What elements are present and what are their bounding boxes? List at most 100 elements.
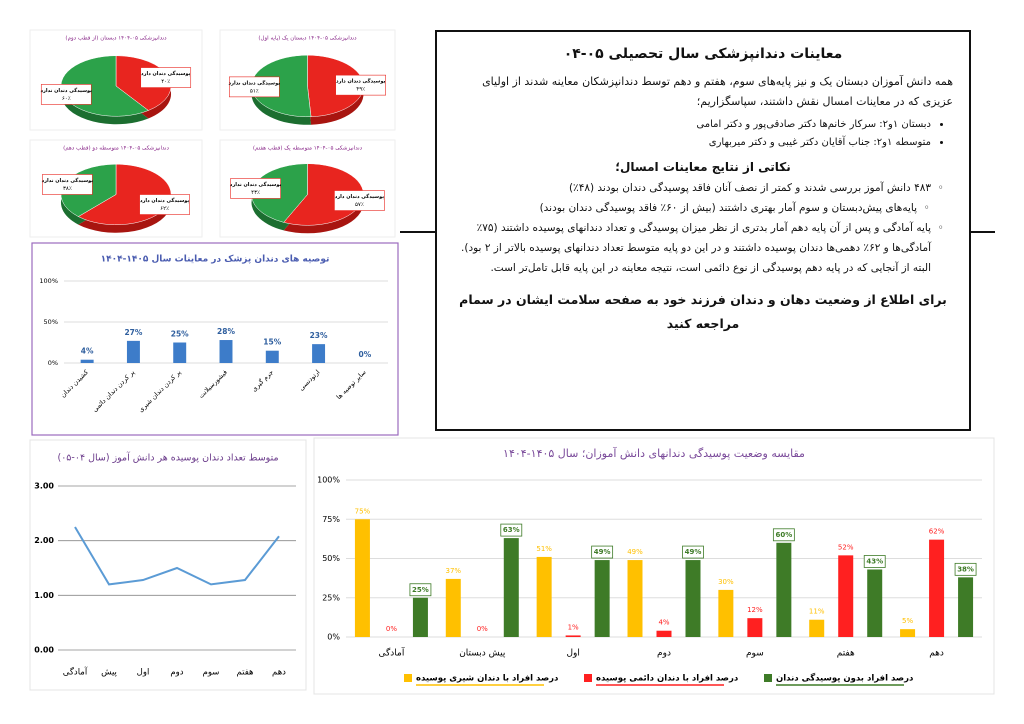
value-label: 5% (902, 617, 913, 625)
bar (80, 359, 94, 363)
x-tick-label: پیش دبستان (459, 649, 506, 659)
bar (747, 618, 763, 637)
value-label: 52% (838, 543, 854, 551)
pie-value-label: ۶۰٪ (62, 96, 71, 102)
pie-label: پوسیدگی دندان دارد (336, 78, 385, 85)
bar (445, 578, 461, 637)
pie-label: پوسیدگی دندان دارد (140, 197, 189, 204)
thanks-item: دبستان ۱و۲: سرکار خانم‌ها دکتر صادقی‌پور… (453, 116, 931, 134)
x-tick-label: اول (137, 668, 150, 678)
bar (412, 597, 428, 637)
value-label: 15% (263, 338, 281, 347)
value-label: 0% (386, 625, 397, 633)
bar (958, 577, 974, 637)
points-list: ۴۸۳ دانش آموز بررسی شدند و کمتر از نصف آ… (453, 178, 953, 278)
bar (627, 560, 643, 637)
bar (776, 542, 792, 637)
y-tick-label: 3.00 (34, 482, 54, 491)
value-label: 51% (536, 545, 552, 553)
pie-label-box (335, 74, 386, 96)
value-label: 49% (685, 548, 702, 556)
pie-label: پوسیدگی دندان ندارد (40, 87, 92, 94)
pie-label-box (334, 190, 385, 211)
bar (809, 619, 825, 637)
legend-swatch (404, 674, 412, 682)
bar (594, 560, 610, 637)
y-tick-label: 0% (327, 633, 340, 642)
pie-title: دندانپزشکی ۰۵-۱۴۰۴ دبستان یک (پایه اول) (258, 35, 357, 42)
x-tick-label: دهم (272, 668, 286, 678)
y-tick-label: 2.00 (34, 536, 54, 545)
point: پایه‌های پیش‌دبستان و سوم آمار بهتری داش… (453, 198, 917, 218)
chart-frame (31, 242, 399, 436)
y-tick-label: 0% (48, 359, 58, 367)
x-tick-label: سوم (203, 668, 220, 678)
bar (536, 556, 552, 637)
pie-label-box (140, 67, 192, 88)
bar (354, 519, 370, 637)
value-label: 30% (718, 578, 734, 586)
pie-label: پوسیدگی دندان دارد (335, 193, 384, 200)
y-tick-label: 0.00 (34, 646, 54, 655)
doc-title: معاینات دندانپزشکی سال تحصیلی ۰۵-۰۴ (563, 46, 843, 62)
bar (685, 560, 701, 637)
bar (265, 350, 279, 363)
y-tick-label: 100% (317, 476, 340, 485)
thanks-list: دبستان ۱و۲: سرکار خانم‌ها دکتر صادقی‌پور… (453, 116, 953, 152)
point: ۴۸۳ دانش آموز بررسی شدند و کمتر از نصف آ… (453, 178, 931, 198)
value-label: 25% (171, 330, 189, 339)
text-panel: معاینات دندانپزشکی سال تحصیلی ۰۵-۰۴ همه … (435, 30, 971, 431)
value-label: 28% (217, 327, 235, 336)
y-tick-label: 1.00 (34, 591, 54, 600)
value-label: 63% (503, 526, 520, 534)
value-label-box (682, 545, 704, 559)
value-label: 62% (929, 528, 945, 536)
value-label: 27% (124, 328, 142, 337)
x-tick-label: دوم (657, 649, 671, 659)
pie-title: دندانپزشکی ۰۵-۱۴۰۴ متوسطه دو (قطب دهم) (63, 145, 169, 152)
chart-frame (313, 437, 995, 695)
value-label-box (954, 562, 977, 576)
pie-value-label: ۴۰٪ (161, 79, 170, 85)
bar (929, 539, 945, 637)
pie-label-box (139, 194, 190, 215)
value-label: 11% (809, 608, 825, 616)
bar (126, 340, 140, 363)
legend-label: درصد افراد با دندان شیری پوسیده (416, 674, 559, 684)
pie-label: پوسیدگی دندان دارد (141, 70, 190, 77)
x-tick-label: هفتم (837, 649, 855, 659)
thanks-item: متوسطه ۱و۲: جناب آقایان دکتر غیبی و دکتر… (453, 134, 931, 152)
value-label-box (500, 523, 523, 537)
x-tick-label: دوم (170, 668, 183, 678)
value-label-box (863, 555, 886, 568)
value-label-box (591, 545, 614, 559)
legend-swatch (584, 674, 592, 682)
chart-frame (29, 439, 307, 691)
doc-intro: همه دانش آموزان دبستان یک و نیز پایه‌های… (482, 75, 953, 108)
pie-label-box (42, 174, 93, 195)
chart-title: متوسط تعداد دندان پوسیده هر دانش آموز (س… (57, 451, 278, 464)
value-label: 38% (957, 565, 974, 573)
bar (867, 569, 883, 637)
bar (219, 340, 233, 363)
legend-label: درصد افراد بدون پوسیدگی دندان (776, 673, 914, 684)
legend-label: درصد افراد با دندان دائمی پوسیده (596, 674, 739, 684)
x-tick-label: آمادگی (378, 647, 404, 659)
pie-value-label: ۴۳٪ (251, 190, 260, 196)
value-label: 0% (477, 625, 488, 633)
bar (173, 342, 187, 363)
bar (838, 555, 854, 637)
chart-title: توصیه های دندان پزشک در معاینات سال ۱۴۰۵… (101, 255, 330, 265)
x-tick-label: آمادگی (63, 666, 88, 678)
legend-swatch (764, 674, 772, 682)
value-label: 4% (81, 347, 94, 356)
pie-label: پوسیدگی دندان ندارد (42, 177, 94, 184)
separator (400, 231, 436, 233)
pie-label: پوسیدگی دندان ندارد (230, 181, 282, 188)
bar (312, 344, 326, 363)
bar (565, 635, 581, 637)
y-tick-label: 50% (322, 554, 340, 563)
